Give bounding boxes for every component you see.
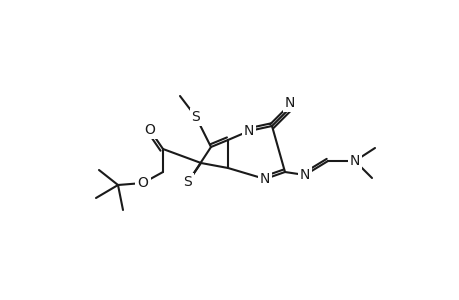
Text: O: O [137, 176, 148, 190]
Text: N: N [243, 124, 254, 138]
Text: N: N [299, 168, 309, 182]
Text: S: S [183, 175, 192, 189]
Text: N: N [259, 172, 269, 186]
Text: N: N [349, 154, 359, 168]
Text: N: N [284, 96, 295, 110]
Text: S: S [191, 110, 200, 124]
Text: O: O [144, 123, 155, 137]
